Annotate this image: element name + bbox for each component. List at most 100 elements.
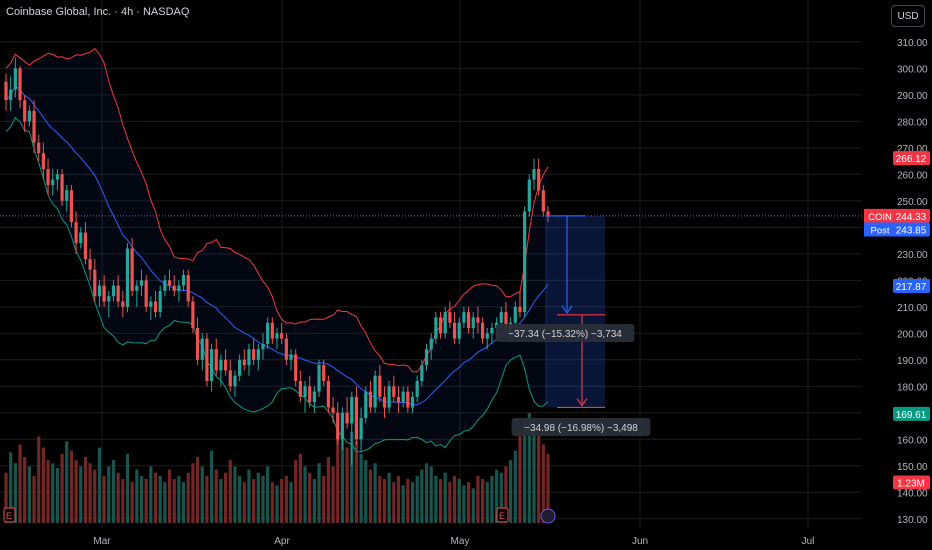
volume-bar bbox=[513, 450, 517, 523]
candle bbox=[523, 211, 527, 313]
candle bbox=[247, 349, 251, 366]
candle bbox=[396, 396, 401, 403]
price-tick-label: 280.00 bbox=[897, 117, 928, 128]
volume-bar bbox=[23, 457, 27, 523]
volume-bar bbox=[368, 469, 373, 523]
earnings-label: E bbox=[499, 511, 505, 521]
volume-bar bbox=[499, 472, 503, 523]
volume-bar bbox=[172, 479, 176, 523]
candle bbox=[261, 343, 265, 350]
candle bbox=[200, 338, 204, 360]
volume-bar bbox=[233, 466, 237, 523]
volume-bar bbox=[466, 482, 471, 523]
candle bbox=[373, 375, 377, 408]
volume-bar bbox=[392, 482, 396, 523]
candle bbox=[424, 349, 429, 366]
volume-bar bbox=[429, 466, 433, 523]
candle bbox=[177, 285, 181, 291]
volume-bar bbox=[65, 441, 69, 523]
candle bbox=[4, 81, 8, 101]
candle bbox=[406, 391, 410, 408]
volume-bar bbox=[228, 460, 232, 523]
bollinger-bands bbox=[5, 47, 549, 453]
measure-area bbox=[545, 215, 605, 408]
volume-bar bbox=[9, 452, 13, 523]
candle bbox=[23, 100, 27, 122]
candle bbox=[69, 190, 74, 223]
candle bbox=[513, 306, 517, 323]
candle bbox=[270, 322, 274, 339]
candle bbox=[153, 301, 158, 313]
candle bbox=[116, 285, 120, 302]
earnings-label: E bbox=[6, 511, 12, 521]
candle bbox=[546, 211, 550, 217]
candle bbox=[499, 312, 503, 323]
volume-bar bbox=[378, 475, 382, 523]
candle bbox=[364, 391, 368, 419]
measure-label-1: −37.34 (−15.32%) −3,734 bbox=[508, 329, 622, 340]
volume-bar bbox=[242, 482, 246, 523]
volume-bar bbox=[153, 472, 158, 523]
volume-bar bbox=[448, 482, 452, 523]
volume-bar bbox=[214, 469, 218, 523]
volume-bar bbox=[139, 475, 144, 523]
candle bbox=[205, 338, 209, 381]
price-tick-label: 160.00 bbox=[897, 435, 928, 446]
candle bbox=[65, 190, 69, 201]
volume-bar bbox=[46, 460, 50, 523]
volume-bar bbox=[504, 466, 508, 523]
candle bbox=[135, 285, 139, 291]
candle bbox=[130, 248, 134, 291]
candle bbox=[144, 280, 148, 307]
candle bbox=[74, 222, 78, 244]
candle bbox=[46, 169, 50, 185]
price-tick-label: 200.00 bbox=[897, 329, 928, 340]
candle bbox=[13, 68, 17, 90]
price-tick-label: 130.00 bbox=[897, 515, 928, 526]
candle bbox=[471, 317, 475, 329]
candle bbox=[345, 412, 349, 424]
candle bbox=[51, 179, 55, 185]
currency-button[interactable]: USD bbox=[891, 5, 925, 27]
volume-bar bbox=[88, 463, 92, 523]
candle bbox=[238, 359, 242, 376]
volume-bar bbox=[280, 479, 284, 523]
volume-bar bbox=[373, 463, 377, 523]
price-badge-text: 266.12 bbox=[896, 154, 927, 165]
volume-bar bbox=[261, 475, 265, 523]
volume-bar bbox=[350, 431, 354, 523]
candle bbox=[527, 179, 531, 212]
volume-bar bbox=[364, 460, 368, 523]
volume-bar bbox=[238, 475, 242, 523]
volume-bar bbox=[537, 435, 541, 523]
volume-bar bbox=[97, 447, 102, 523]
candle bbox=[252, 349, 256, 360]
price-tick-label: 310.00 bbox=[897, 38, 928, 49]
candle bbox=[186, 275, 190, 302]
candle bbox=[88, 259, 92, 270]
volume-bar bbox=[158, 475, 162, 523]
price-tick-label: 180.00 bbox=[897, 382, 928, 393]
candle bbox=[256, 349, 260, 360]
candle bbox=[410, 396, 415, 408]
volume-bar bbox=[191, 463, 195, 523]
price-badge-text: 217.87 bbox=[896, 282, 927, 293]
price-tick-label: 190.00 bbox=[897, 356, 928, 367]
candle bbox=[228, 370, 232, 387]
volume-bar bbox=[485, 482, 489, 523]
volume-bar bbox=[79, 466, 83, 523]
candle bbox=[18, 68, 22, 101]
candle bbox=[308, 386, 312, 403]
time-axis[interactable]: Mar Apr May Jun Jul E E bbox=[3, 507, 814, 547]
volume-bar bbox=[424, 463, 429, 523]
measure-tool[interactable]: −37.34 (−15.32%) −3,734 −34.98 (−16.98%) … bbox=[495, 215, 651, 436]
candle bbox=[452, 322, 457, 339]
volume-bars bbox=[4, 413, 550, 523]
price-tick-label: 270.00 bbox=[897, 144, 928, 155]
volume-bar bbox=[471, 488, 475, 523]
candle bbox=[382, 396, 387, 408]
candle bbox=[121, 301, 125, 307]
candle bbox=[111, 285, 116, 297]
volume-bar bbox=[387, 472, 391, 523]
